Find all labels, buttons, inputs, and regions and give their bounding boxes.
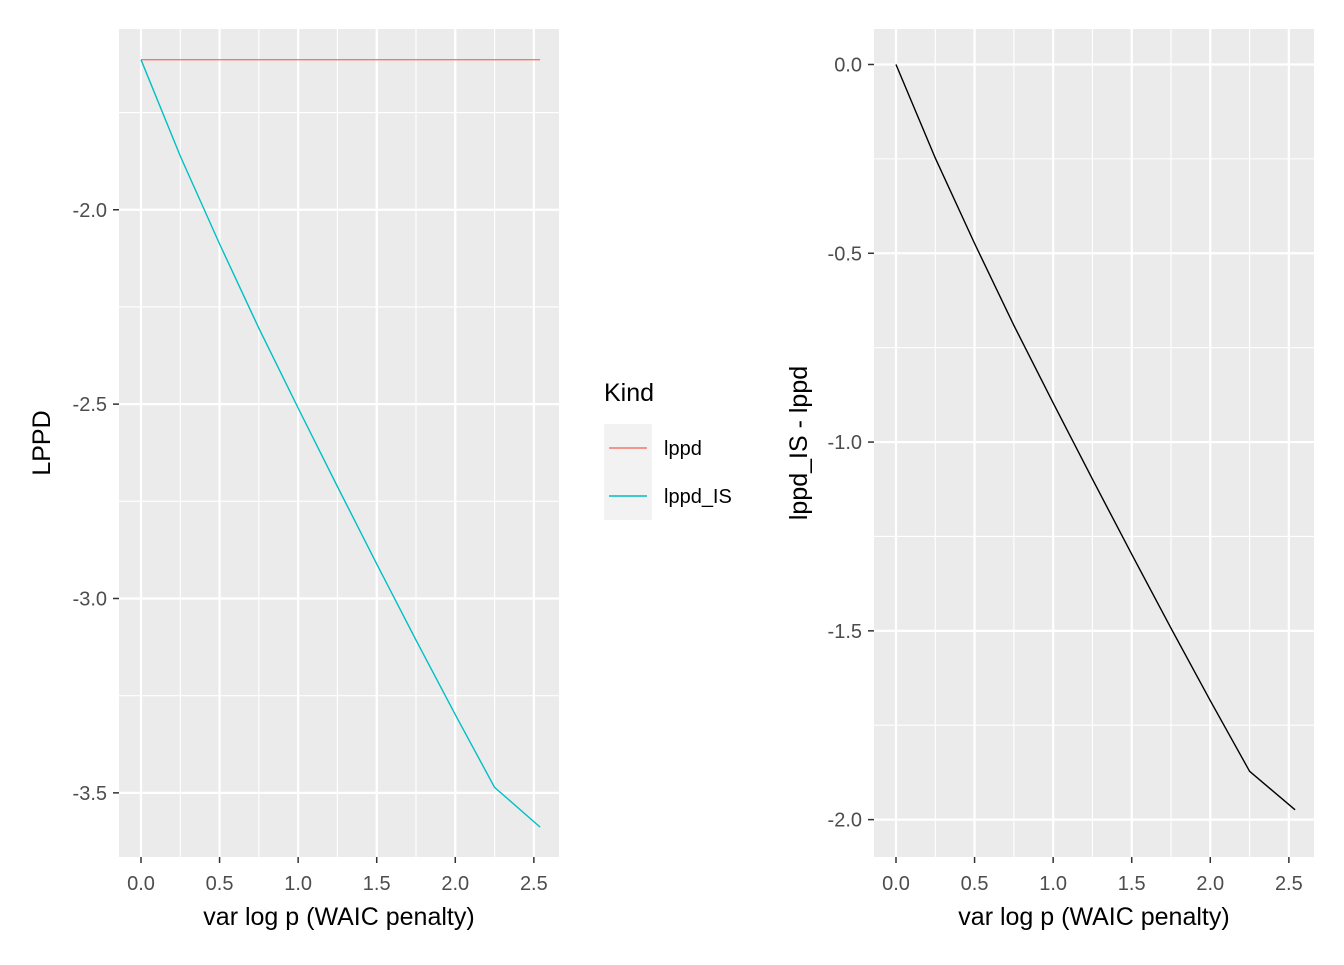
panel-2-x-tick-label: 1.5 [1118,873,1146,895]
legend-title: Kind [604,379,654,407]
panel-1-y-tick-label: -2.5 [73,394,107,416]
panel-2-x-tick-label: 1.0 [1039,873,1067,895]
panel-1-x-tick-label: 2.0 [441,873,469,895]
panel-2-y-axis-title: lppd_IS - lppd [785,366,813,520]
panel-2-y-tick-label: -1.0 [828,432,862,454]
panel-2-x-axis-title: var log p (WAIC penalty) [958,903,1229,931]
panel-2-y-tick-label: -2.0 [828,810,862,832]
panel-1-plot-background [119,29,559,857]
panel-1-series-line-lppd-is [140,59,541,828]
panel-1-x-tick-label: 0.5 [206,873,234,895]
panel-2-y-tick-label: 0.0 [834,54,862,76]
panel-1-x-tick-label: 1.0 [284,873,312,895]
panel-1-x-tick-label: 0.0 [127,873,155,895]
panel-2-y-tick-label: -1.5 [828,621,862,643]
panel-1-y-tick-label: -3.5 [73,783,107,805]
panel-2-y-tick-label: -0.5 [828,243,862,265]
panel-1-x-axis-title: var log p (WAIC penalty) [203,903,474,931]
legend-label-lppd-is: lppd_IS [664,486,732,508]
legend-label-lppd: lppd [664,438,702,460]
panel-2-x-tick-label: 0.0 [882,873,910,895]
panel-2-x-tick-label: 2.0 [1196,873,1224,895]
panel-2-x-tick-label: 0.5 [961,873,989,895]
panel-2-series-line-1 [895,64,1296,811]
panel-1-y-axis-title: LPPD [28,410,56,475]
panel-2-x-tick-label: 2.5 [1275,873,1303,895]
panel-1-x-tick-label: 1.5 [363,873,391,895]
panel-1-x-tick-label: 2.5 [520,873,548,895]
panel-1-y-tick-label: -3.0 [73,588,107,610]
panel-1-y-tick-label: -2.0 [73,200,107,222]
